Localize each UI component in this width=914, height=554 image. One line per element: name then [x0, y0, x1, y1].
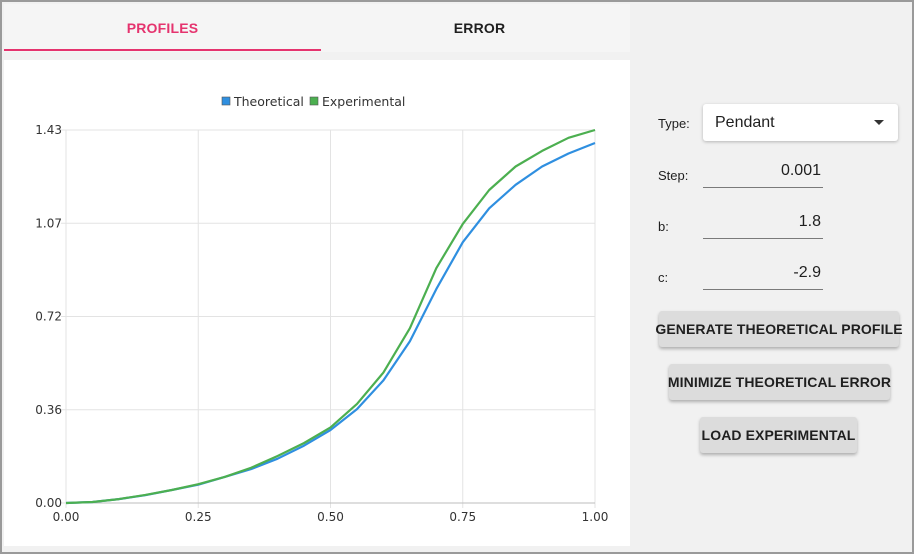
- type-label: Type:: [658, 116, 690, 131]
- profile-chart: 0.00 0.25 0.50 0.75 1.00 0.00 0.36 0.72 1.07 1.43…: [35, 94, 608, 524]
- type-select[interactable]: Pendant: [703, 104, 898, 141]
- y-tick-label: 0.72: [35, 310, 62, 324]
- x-tick-label: 0.75: [449, 510, 476, 524]
- c-label: c:: [658, 270, 669, 285]
- x-tick-label: 0.50: [317, 510, 344, 524]
- tab-error[interactable]: ERROR: [453, 20, 506, 36]
- c-input[interactable]: -2.9: [703, 262, 823, 290]
- step-label: Step:: [658, 168, 689, 183]
- dropdown-caret-icon: [874, 120, 884, 125]
- type-select-value: Pendant: [715, 113, 775, 131]
- generate-theoretical-profile-button[interactable]: GENERATE THEORETICAL PROFILE: [655, 311, 903, 347]
- y-tick-label: 0.00: [35, 496, 62, 510]
- profiles-pane: PROFILES ERROR 0.00 0.25 0.50 0.75 1.00 0.00 0…: [2, 2, 630, 554]
- tab-profiles[interactable]: PROFILES: [126, 20, 199, 36]
- b-input[interactable]: 1.8: [703, 211, 823, 239]
- tab-bar: PROFILES ERROR: [4, 4, 630, 52]
- x-tick-label: 1.00: [582, 510, 609, 524]
- x-tick-label: 0.00: [53, 510, 80, 524]
- experimental-series-line: [65, 128, 596, 505]
- load-experimental-button[interactable]: LOAD EXPERIMENTAL: [700, 417, 857, 453]
- step-input[interactable]: 0.001: [703, 160, 823, 188]
- experimental-legend-swatch: [309, 96, 319, 106]
- active-tab-indicator: [4, 49, 321, 51]
- chart-lines: [65, 128, 596, 505]
- theoretical-legend-label: Theoretical: [233, 94, 304, 109]
- b-label: b:: [658, 219, 669, 234]
- experimental-legend-label: Experimental: [322, 94, 405, 109]
- y-tick-label: 1.43: [35, 123, 62, 137]
- chart-legend: Theoretical Experimental: [221, 94, 405, 109]
- y-tick-label: 1.07: [35, 216, 62, 230]
- chart-panel: 0.00 0.25 0.50 0.75 1.00 0.00 0.36 0.72 1.07 1.43…: [4, 60, 630, 546]
- theoretical-legend-swatch: [221, 96, 231, 106]
- minimize-theoretical-error-button[interactable]: MINIMIZE THEORETICAL ERROR: [668, 364, 891, 400]
- chart-tick-labels: 0.00 0.25 0.50 0.75 1.00 0.00 0.36 0.72 1.07 1.43: [35, 123, 608, 524]
- y-tick-label: 0.36: [35, 403, 62, 417]
- x-tick-label: 0.25: [185, 510, 212, 524]
